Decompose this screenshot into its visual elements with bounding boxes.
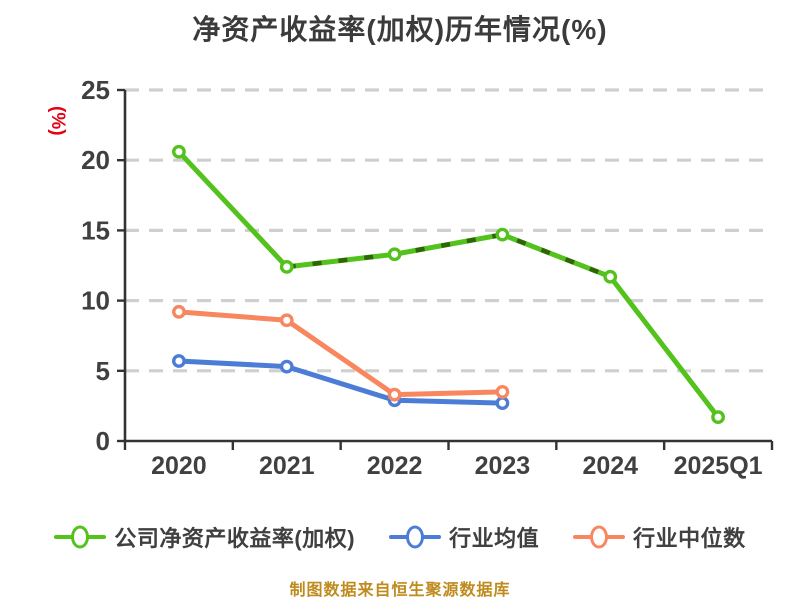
legend-item-industry-median: 行业中位数 [573, 521, 746, 553]
legend-item-industry-avg: 行业均值 [389, 521, 539, 553]
y-tick-label: 25 [81, 75, 110, 105]
legend-label-company-roe: 公司净资产收益率(加权) [114, 526, 356, 551]
company-roe-data-point-marker [387, 247, 402, 262]
x-tick-label: 2024 [582, 452, 638, 480]
company-roe-legend-marker-icon [54, 525, 107, 549]
industry-avg-legend-marker-icon [389, 525, 442, 549]
y-axis-unit-label: (%) [47, 106, 68, 136]
x-tick-label: 2025Q1 [674, 452, 763, 480]
company-roe-line [176, 149, 721, 420]
y-tick-label: 10 [81, 286, 110, 316]
legend-label-industry-median: 行业中位数 [633, 526, 746, 551]
company-roe-data-point-marker [603, 269, 618, 284]
industry-median-data-point-marker [387, 387, 402, 402]
x-tick-label: 2022 [367, 452, 423, 480]
industry-median-data-point-marker [279, 313, 294, 328]
y-tick-label: 5 [96, 356, 110, 386]
chart-title: 净资产收益率(加权)历年情况(%) [192, 14, 608, 45]
axis-lines [123, 90, 772, 443]
legend-label-industry-avg: 行业均值 [449, 526, 540, 551]
x-tick-label: 2023 [475, 452, 531, 480]
data-source-note: 制图数据来自恒生聚源数据库 [289, 582, 511, 599]
company-roe-data-point-marker [495, 227, 510, 242]
y-tick-label: 20 [81, 145, 110, 175]
chart-legend: 公司净资产收益率(加权) 行业均值 行业中位数 [0, 518, 800, 556]
industry-median-data-point-marker [172, 304, 186, 319]
company-roe-data-point-marker [711, 410, 725, 425]
y-tick-label: 0 [96, 426, 110, 456]
company-roe-dashed-overlay [286, 232, 612, 279]
industry-avg-data-point-marker [172, 354, 186, 368]
industry-median-data-point-marker [495, 384, 510, 399]
y-tick-label: 15 [81, 215, 110, 245]
industry-avg-line [176, 358, 505, 406]
x-tick-label: 2020 [151, 452, 207, 480]
industry-median-legend-marker-icon [573, 525, 626, 549]
industry-median-line [176, 309, 505, 398]
industry-avg-data-point-marker [279, 359, 294, 374]
industry-avg-data-point-marker [495, 396, 510, 410]
company-roe-data-point-marker [172, 144, 186, 159]
company-roe-data-point-marker [279, 260, 294, 274]
legend-item-company-roe: 公司净资产收益率(加权) [54, 521, 355, 553]
x-tick-label: 2021 [259, 452, 315, 480]
